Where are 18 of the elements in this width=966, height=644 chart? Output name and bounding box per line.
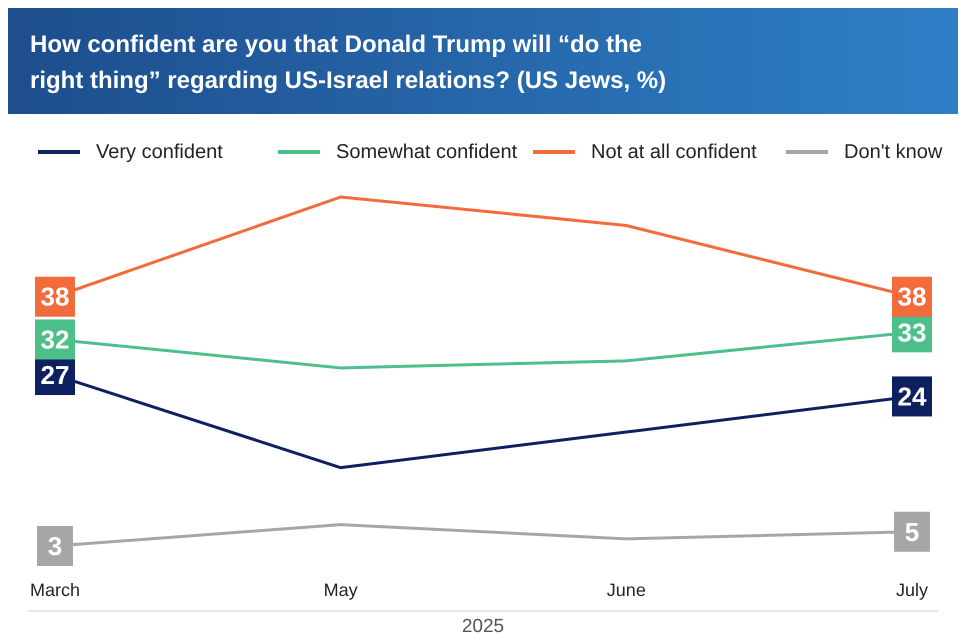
x-axis-title: 2025 [462, 616, 504, 637]
x-tick-label: June [606, 580, 646, 600]
legend-label: Very confident [96, 141, 224, 163]
data-label: 32 [40, 324, 70, 354]
data-label: 27 [40, 360, 70, 390]
chart-title: How confident are you that Donald Trump will “do the right thing” regarding US-Israel relations? (US Jews, %) [30, 31, 666, 94]
data-label: 33 [898, 317, 926, 348]
data-label: 24 [898, 381, 927, 412]
x-tick-label: July [896, 580, 928, 600]
x-tick-label: May [324, 580, 358, 600]
x-tick-label: March [30, 580, 80, 600]
legend-label: Somewhat confident [336, 141, 518, 163]
data-label: 3 [48, 531, 62, 561]
data-label: 5 [904, 516, 920, 547]
data-label: 38 [898, 282, 926, 312]
legend-label: Don't know [844, 141, 943, 163]
data-label: 38 [40, 282, 70, 312]
legend-label: Not at all confident [591, 141, 758, 163]
